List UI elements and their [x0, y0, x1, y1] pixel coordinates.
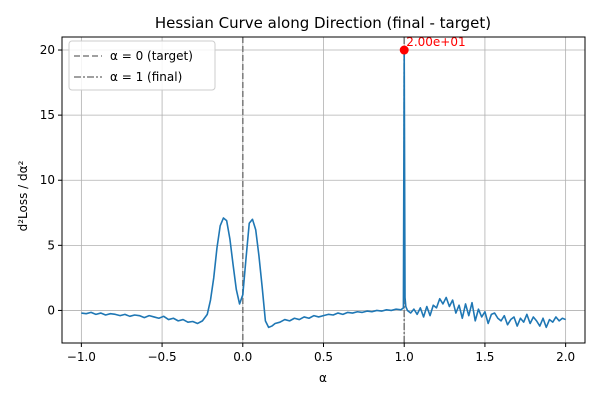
x-axis-label: α	[319, 371, 327, 385]
x-tick-label: 1.5	[475, 350, 494, 364]
series-line	[81, 49, 566, 329]
x-axis-ticks: −1.0 −0.5 0.0 0.5 1.0 1.5 2.0	[67, 343, 575, 364]
y-tick-label: 10	[40, 173, 55, 187]
y-tick-label: 0	[47, 303, 55, 317]
y-axis-ticks: 0 5 10 15 20	[40, 43, 62, 317]
x-tick-label: −0.5	[148, 350, 177, 364]
peak-marker	[399, 45, 409, 55]
legend-box	[68, 40, 216, 91]
legend-label-target: α = 0 (target)	[110, 49, 193, 63]
y-tick-label: 20	[40, 43, 55, 57]
y-axis-label: d²Loss / dα²	[16, 160, 30, 231]
chart-title: Hessian Curve along Direction (final - t…	[155, 14, 491, 32]
peak-annotation: 2.00e+01	[406, 35, 465, 49]
x-tick-label: −1.0	[67, 350, 96, 364]
y-tick-label: 5	[47, 238, 55, 252]
y-tick-label: 15	[40, 108, 55, 122]
x-tick-label: 0.5	[314, 350, 333, 364]
x-tick-label: 1.0	[395, 350, 414, 364]
x-tick-label: 0.0	[233, 350, 252, 364]
legend: α = 0 (target) α = 1 (final)	[68, 40, 216, 91]
x-tick-label: 2.0	[556, 350, 575, 364]
legend-label-final: α = 1 (final)	[110, 70, 182, 84]
